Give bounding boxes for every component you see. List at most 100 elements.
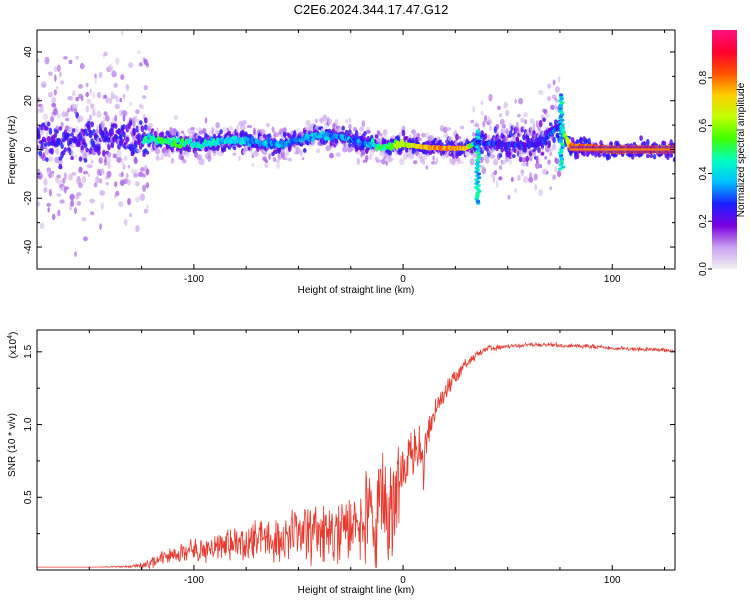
heatmap-cell (377, 132, 383, 137)
heatmap-cell (58, 126, 63, 131)
heatmap-cell (167, 151, 171, 158)
heatmap-cell (144, 124, 148, 131)
heatmap-cell (113, 123, 118, 129)
heatmap-cell (90, 121, 94, 128)
heatmap-cell (53, 66, 58, 73)
heatmap-cell (147, 133, 151, 139)
heatmap-cell (480, 164, 484, 168)
heatmap-cell (98, 178, 103, 184)
heatmap-cell (73, 104, 78, 109)
heatmap-cell (136, 148, 142, 153)
heatmap-cell (53, 132, 58, 138)
x-tick-label: 0 (400, 575, 406, 586)
heatmap-cell (135, 225, 140, 233)
heatmap-cell (532, 123, 536, 131)
heatmap-cell (77, 115, 84, 123)
heatmap-cell (48, 188, 52, 197)
heatmap-cell (190, 127, 195, 131)
heatmap-cell (38, 150, 43, 157)
heatmap-cell (102, 149, 106, 157)
heatmap-cell (63, 172, 67, 180)
heatmap-cell (47, 91, 53, 98)
heatmap-cell (579, 136, 583, 144)
heatmap-cell (61, 111, 67, 118)
heatmap-cell (503, 101, 508, 109)
heatmap-cell (154, 148, 161, 155)
heatmap-cell (170, 157, 175, 164)
heatmap-cell (557, 76, 561, 83)
heatmap-cell (473, 153, 478, 158)
snr-y-axis-label: SNR (10 * v/v) (7, 413, 18, 477)
heatmap-cell (341, 125, 346, 131)
heatmap-cell (131, 168, 134, 174)
heatmap-cell (87, 120, 91, 126)
heatmap-cell (456, 136, 462, 140)
heatmap-cell (46, 121, 51, 127)
heatmap-cell (140, 167, 145, 172)
heatmap-cell (554, 86, 561, 93)
heatmap-cell (544, 113, 551, 118)
heatmap-cell (246, 124, 253, 129)
heatmap-cell (90, 211, 95, 216)
heatmap-cell (108, 64, 114, 72)
heatmap-cell (514, 188, 517, 193)
colorbar-tick-label: 0.8 (698, 70, 709, 84)
heatmap-cell (204, 117, 208, 124)
heatmap-cell (460, 160, 464, 165)
heatmap-cell (554, 105, 558, 110)
heatmap-cell (543, 109, 548, 115)
heatmap-cell (500, 147, 505, 153)
heatmap-cell (401, 129, 406, 137)
heatmap-cell (88, 164, 93, 168)
heatmap-cell (547, 95, 552, 102)
heatmap-cell (489, 154, 496, 159)
heatmap-cell (547, 142, 551, 149)
heatmap-cell (55, 147, 59, 155)
heatmap-cell (251, 162, 255, 167)
heatmap-cell (470, 119, 474, 124)
heatmap-cell (356, 151, 361, 155)
x-tick-label: 0 (400, 274, 406, 285)
heatmap-cell (107, 161, 111, 169)
heatmap-cell (92, 110, 96, 117)
heatmap-cell (529, 118, 535, 125)
heatmap-cell (514, 99, 517, 104)
heatmap-cell (188, 137, 193, 143)
heatmap-cell (405, 136, 409, 140)
heatmap-cell (99, 223, 102, 230)
heatmap-cell (106, 157, 112, 163)
heatmap-cell (271, 126, 275, 133)
heatmap-cell (116, 156, 122, 163)
heatmap-cell (300, 149, 303, 157)
heatmap-cell (418, 137, 423, 142)
heatmap-cell (132, 133, 137, 142)
heatmap-cell (46, 167, 51, 173)
heatmap-cell (51, 97, 57, 104)
heatmap-cell (539, 164, 543, 169)
heatmap-cell (80, 95, 84, 102)
heatmap-cell (103, 51, 108, 57)
heatmap-cell (524, 119, 527, 125)
heatmap-cell (104, 115, 110, 122)
heatmap-cell (76, 192, 82, 197)
heatmap-cell (134, 196, 141, 203)
heatmap-cell (512, 154, 516, 159)
heatmap-cell (301, 157, 305, 161)
heatmap-cell (114, 114, 118, 122)
heatmap-cell (41, 83, 47, 88)
heatmap-cell (103, 111, 108, 116)
heatmap-cell (133, 156, 138, 164)
heatmap-cell (177, 130, 181, 137)
heatmap-cell (507, 194, 511, 200)
heatmap-cell (47, 207, 50, 213)
heatmap-cell (85, 147, 89, 153)
heatmap-cell (44, 56, 50, 65)
heatmap-cell (106, 151, 112, 158)
heatmap-cell (37, 129, 41, 135)
heatmap-cell (211, 126, 214, 135)
y-tick-label: 20 (23, 95, 34, 107)
heatmap-cell (68, 95, 73, 101)
heatmap-cell (135, 109, 140, 115)
heatmap-cell (115, 95, 119, 103)
heatmap-cell (102, 117, 106, 124)
